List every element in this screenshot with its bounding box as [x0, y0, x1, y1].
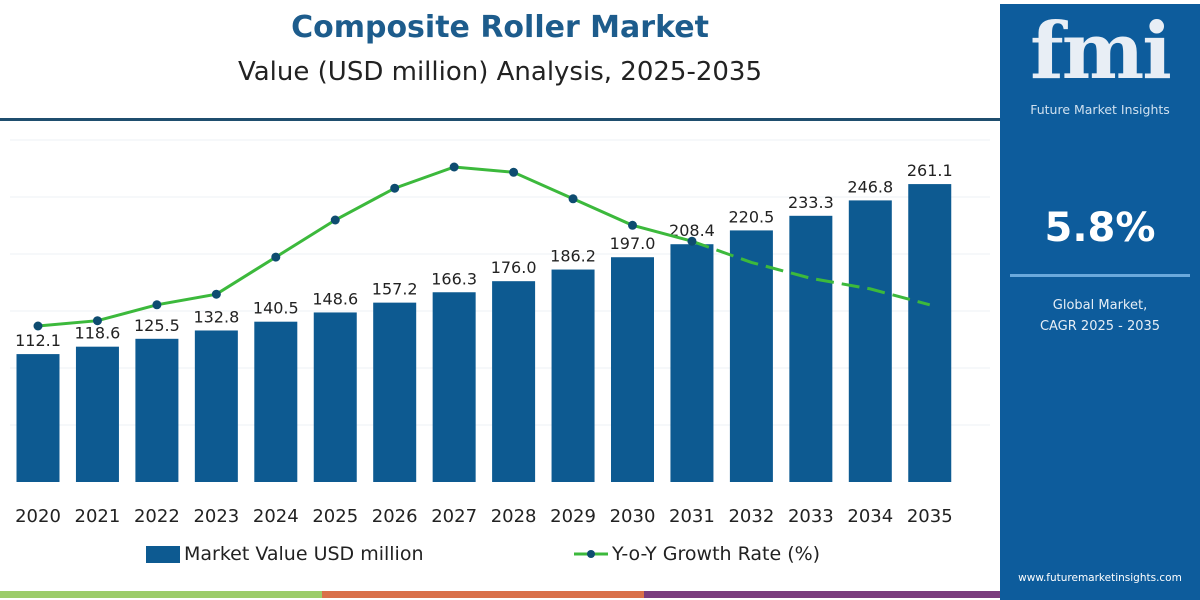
- bar-2032: [729, 230, 773, 482]
- growth-point-2021: [92, 316, 102, 326]
- bar-2025: [313, 312, 357, 482]
- growth-line-solid: [37, 165, 693, 328]
- growth-point-2028: [509, 167, 519, 177]
- growth-point-2026: [390, 183, 400, 193]
- x-tick-label: 2030: [610, 506, 656, 527]
- bar-2031: [670, 244, 714, 482]
- x-tick-label: 2022: [134, 506, 180, 527]
- header-divider: [0, 118, 1000, 121]
- cagr-value: 5.8%: [1044, 205, 1156, 251]
- bar-2023: [194, 330, 238, 482]
- growth-point-2023: [211, 289, 221, 299]
- growth-point-2031: [687, 236, 697, 246]
- chart-subtitle: Value (USD million) Analysis, 2025-2035: [237, 57, 762, 87]
- x-tick-label: 2031: [669, 506, 715, 527]
- bar-value-label: 186.2: [550, 247, 596, 266]
- bar-value-label: 148.6: [312, 289, 358, 308]
- stripe-green: [0, 591, 322, 598]
- x-tick-label: 2021: [75, 506, 121, 527]
- bar-value-label: 112.1: [15, 331, 61, 350]
- x-tick-label: 2029: [550, 506, 596, 527]
- bar-value-label: 208.4: [669, 221, 715, 240]
- bar-2022: [135, 338, 179, 482]
- x-tick-label: 2028: [491, 506, 537, 527]
- fmi-logo: fmi: [1030, 6, 1172, 97]
- stripe-orange: [322, 591, 644, 598]
- bar-2024: [254, 321, 298, 482]
- growth-point-2024: [271, 252, 281, 262]
- stripe-purple: [644, 591, 1000, 598]
- panel-divider: [1010, 274, 1190, 277]
- side-panel: fmi Future Market Insights 5.8% Global M…: [1000, 4, 1200, 600]
- bar-2020: [16, 354, 60, 482]
- bar-value-label: 118.6: [75, 324, 121, 343]
- bar-value-label: 261.1: [907, 161, 953, 180]
- bar-2033: [789, 215, 833, 483]
- legend-line: Y-o-Y Growth Rate (%): [574, 543, 820, 565]
- bar-2021: [75, 346, 119, 482]
- x-tick-label: 2020: [15, 506, 61, 527]
- bar-value-label: 132.8: [193, 307, 239, 326]
- logo-subtitle: Future Market Insights: [1030, 102, 1170, 117]
- x-tick-label: 2034: [847, 506, 893, 527]
- x-tick-label: 2032: [728, 506, 774, 527]
- bar-value-label: 176.0: [491, 258, 537, 277]
- cagr-label-2: CAGR 2025 - 2035: [1039, 319, 1161, 334]
- bar-value-label: 246.8: [847, 177, 893, 196]
- chart-plot: 112.1 2020 118.6 2021 125.5 2022 132.8 2023 140.…: [10, 139, 990, 527]
- website-link[interactable]: www.futuremarketinsights.com: [1018, 572, 1182, 584]
- x-tick-label: 2025: [312, 506, 358, 527]
- x-tick-label: 2027: [431, 506, 477, 527]
- growth-line-dashed: [691, 239, 931, 307]
- bar-2027: [432, 292, 476, 482]
- bar-value-label: 197.0: [610, 234, 656, 253]
- bar-2026: [373, 302, 417, 482]
- legend-line-label: Y-o-Y Growth Rate (%): [612, 543, 821, 565]
- bar-2029: [551, 269, 595, 482]
- bar-value-label: 125.5: [134, 316, 180, 335]
- legend-bar-swatch: [146, 545, 180, 563]
- growth-point-2025: [330, 215, 340, 225]
- chart-title: Composite Roller Market: [291, 10, 709, 45]
- legend-bar: Market Value USD million: [146, 543, 424, 565]
- x-tick-label: 2033: [788, 506, 834, 527]
- x-tick-label: 2035: [907, 506, 953, 527]
- bar-value-label: 157.2: [372, 280, 418, 299]
- x-tick-label: 2023: [193, 506, 239, 527]
- x-tick-label: 2026: [372, 506, 418, 527]
- growth-point-2027: [449, 162, 459, 172]
- legend-line-swatch: [574, 550, 608, 558]
- growth-point-2020: [33, 321, 43, 331]
- legend-bar-label: Market Value USD million: [184, 543, 424, 565]
- bar-value-label: 220.5: [728, 207, 774, 226]
- cagr-label-1: Global Market,: [1052, 298, 1148, 313]
- growth-point-2029: [568, 194, 578, 204]
- x-tick-label: 2024: [253, 506, 299, 527]
- bar-2028: [492, 281, 536, 482]
- bar-value-label: 233.3: [788, 193, 834, 212]
- bar-value-label: 166.3: [431, 269, 477, 288]
- growth-point-2030: [628, 220, 637, 230]
- bar-2035: [908, 184, 952, 482]
- bar-value-label: 140.5: [253, 299, 299, 318]
- bar-2030: [611, 257, 654, 482]
- growth-point-2022: [152, 300, 162, 310]
- bar-2034: [848, 200, 892, 483]
